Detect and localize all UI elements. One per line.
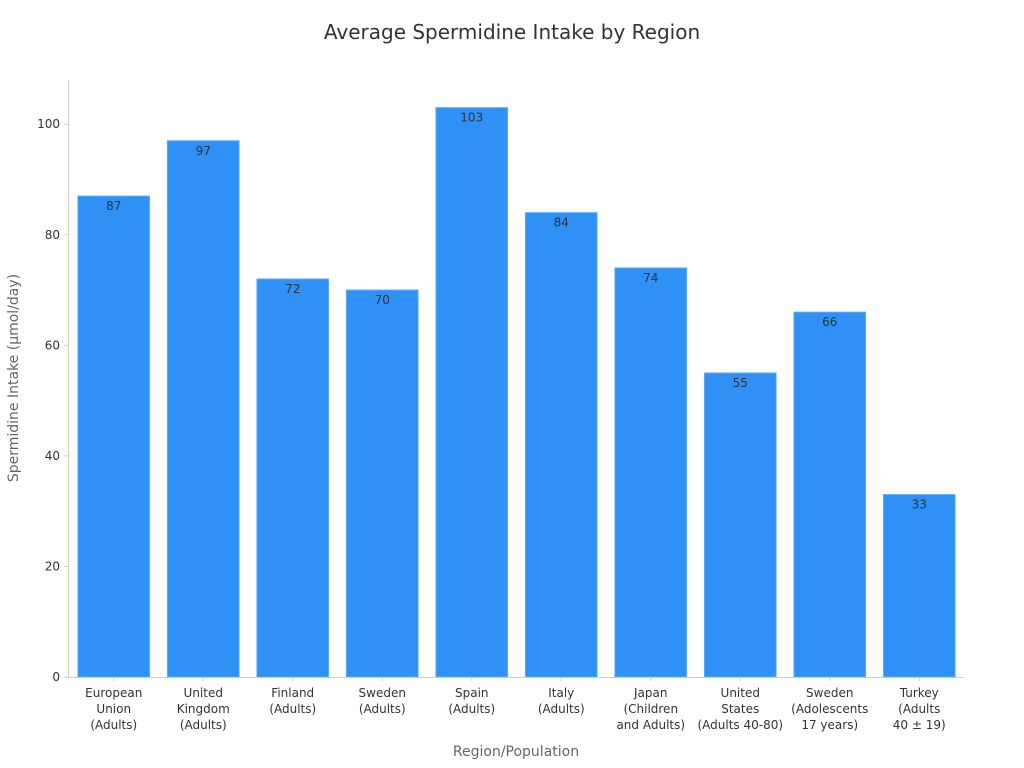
x-tick-label-line: Finland [271, 686, 314, 700]
data-label-0: 87 [106, 199, 121, 213]
x-tick-label-line: (Adults) [90, 718, 137, 732]
bar-8 [793, 311, 867, 678]
x-tick-label-2: Finland (Adults) [269, 686, 316, 716]
data-labels-layer: 87 97 72 70 103 84 74 55 66 33 [106, 111, 927, 512]
x-tick-label-1: United Kingdom (Adults) [177, 686, 230, 732]
bar-7 [703, 372, 777, 678]
x-tick-label-line: Spain [455, 686, 489, 700]
y-axis-title: Spermidine Intake (µmol/day) [6, 274, 22, 482]
data-label-2: 72 [285, 282, 300, 296]
data-label-8: 66 [822, 315, 837, 329]
data-label-9: 33 [912, 498, 927, 512]
y-tick-label-3: 60 [45, 338, 60, 352]
bar-6 [614, 267, 688, 678]
chart-title: Average Spermidine Intake by Region [323, 20, 701, 44]
x-tick-label-line: United [721, 686, 760, 700]
y-ticks-layer: 0 20 40 60 80 100 [37, 117, 69, 684]
x-tick-label-line: Union [96, 702, 131, 716]
x-tick-label-line: 17 years) [801, 718, 858, 732]
x-tick-label-line: (Adults [898, 702, 940, 716]
x-tick-label-line: States [721, 702, 759, 716]
bar-5 [524, 212, 598, 678]
x-tick-label-line: Italy [548, 686, 574, 700]
y-tick-label-1: 20 [45, 559, 60, 573]
x-tick-label-line: 40 ± 19) [893, 718, 946, 732]
y-tick-label-0: 0 [52, 670, 60, 684]
x-tick-label-line: (Adults 40-80) [697, 718, 783, 732]
x-tick-label-0: European Union (Adults) [85, 686, 142, 732]
data-label-6: 74 [643, 271, 658, 285]
x-tick-label-line: (Adults) [269, 702, 316, 716]
x-tick-label-5: Italy (Adults) [538, 686, 585, 716]
x-tick-label-line: (Adults) [359, 702, 406, 716]
x-tick-label-3: Sweden (Adults) [359, 686, 406, 716]
bar-3 [345, 289, 419, 678]
data-label-3: 70 [375, 293, 390, 307]
x-tick-label-4: Spain (Adults) [448, 686, 495, 716]
x-tick-label-line: Sweden [359, 686, 406, 700]
data-label-1: 97 [196, 144, 211, 158]
x-tick-label-line: and Adults) [616, 718, 685, 732]
x-axis-title: Region/Population [453, 744, 579, 760]
x-tick-label-line: (Adults) [538, 702, 585, 716]
x-tick-label-line: (Children [623, 702, 678, 716]
bar-0 [77, 195, 151, 678]
bar-2 [256, 278, 330, 678]
x-tick-label-9: Turkey (Adults 40 ± 19) [893, 686, 946, 732]
x-tick-label-line: Turkey [899, 686, 939, 700]
y-tick-label-5: 100 [37, 117, 60, 131]
x-tick-label-line: United [184, 686, 223, 700]
y-tick-label-2: 40 [45, 449, 60, 463]
data-label-5: 84 [554, 216, 569, 230]
x-ticks-layer: European Union (Adults) United Kingdom (Adult… [85, 677, 946, 732]
x-tick-label-line: European [85, 686, 142, 700]
x-tick-label-7: United States (Adults 40-80) [697, 686, 783, 732]
x-tick-label-line: (Adults) [448, 702, 495, 716]
x-tick-label-line: Japan [633, 686, 667, 700]
x-tick-label-6: Japan (Children and Adults) [616, 686, 685, 732]
bars-layer [77, 107, 956, 678]
bar-9 [882, 494, 956, 678]
data-label-7: 55 [733, 376, 748, 390]
x-tick-label-line: Sweden [806, 686, 853, 700]
x-tick-label-line: Kingdom [177, 702, 230, 716]
bar-4 [435, 107, 509, 678]
x-tick-label-line: (Adults) [180, 718, 227, 732]
x-tick-label-line: (Adolescents [791, 702, 868, 716]
x-tick-label-8: Sweden (Adolescents 17 years) [791, 686, 868, 732]
data-label-4: 103 [460, 111, 483, 125]
y-tick-label-4: 80 [45, 228, 60, 242]
bar-1 [166, 140, 240, 678]
